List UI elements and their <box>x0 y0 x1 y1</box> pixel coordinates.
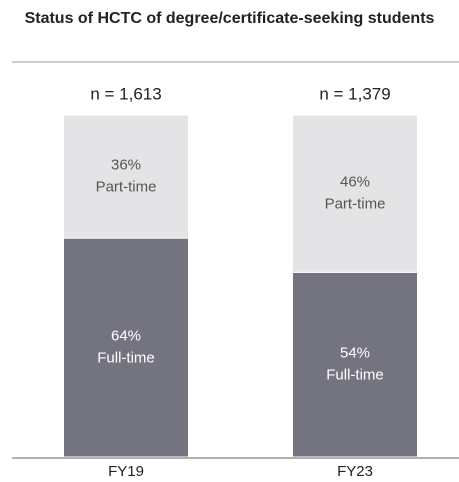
chart-title: Status of HCTC of degree/certificate-see… <box>24 10 435 27</box>
segment-name: Full-time <box>97 350 155 367</box>
n-annotation: n = 1,379 <box>319 84 390 103</box>
bar-segment <box>63 237 189 458</box>
x-tick-label: FY23 <box>337 463 373 480</box>
n-annotation: n = 1,613 <box>90 84 161 103</box>
value-label: 64% <box>111 328 141 345</box>
segment-name: Full-time <box>326 367 384 384</box>
segment-name: Part-time <box>325 196 386 213</box>
title-box: Status of HCTC of degree/certificate-see… <box>0 8 459 30</box>
value-label: 54% <box>340 345 370 362</box>
bar-segment <box>292 114 418 273</box>
bar-segment <box>63 114 189 239</box>
value-label: 36% <box>111 157 141 174</box>
segment-name: Part-time <box>96 179 157 196</box>
value-label: 46% <box>340 174 370 191</box>
x-tick-label: FY19 <box>108 463 144 480</box>
bar-segment <box>292 271 418 458</box>
